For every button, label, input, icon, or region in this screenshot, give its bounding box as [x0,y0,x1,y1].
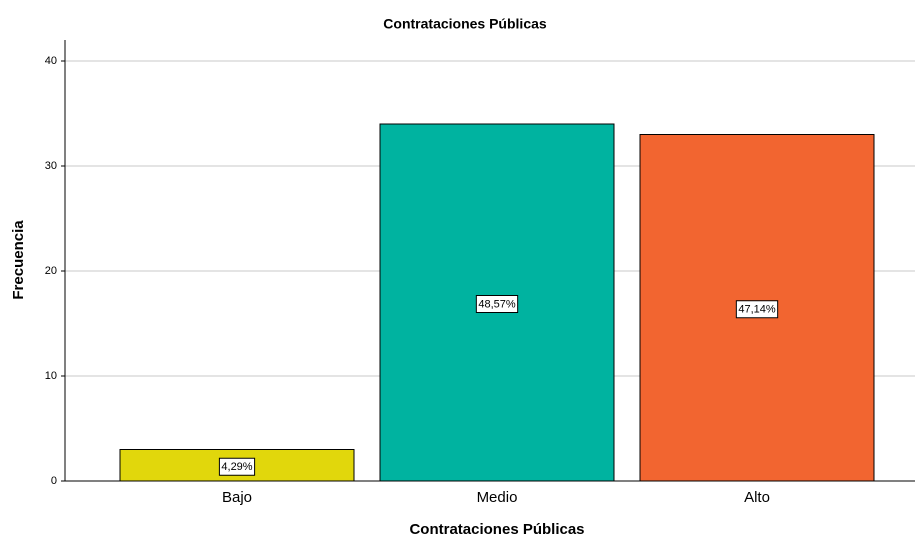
data-label-box [735,300,779,319]
x-tick-label: Bajo [222,489,252,506]
y-tick-label: 40 [45,55,57,67]
data-label: 48,57% [478,298,516,310]
y-tick-label: 20 [45,265,57,277]
data-label: 4,29% [221,461,252,473]
data-label-box [218,457,256,476]
x-tick-label: Medio [477,489,518,506]
y-tick-label: 10 [45,370,57,382]
y-tick-label: 30 [45,160,57,172]
data-label: 47,14% [738,304,776,316]
x-tick-label: Alto [744,489,770,506]
data-label-box [475,295,519,313]
y-tick-label: 0 [51,475,57,487]
x-axis-title: Contrataciones Públicas [409,521,584,538]
y-axis-title: Frecuencia [10,220,27,300]
chart-title: Contrataciones Públicas [383,16,547,32]
